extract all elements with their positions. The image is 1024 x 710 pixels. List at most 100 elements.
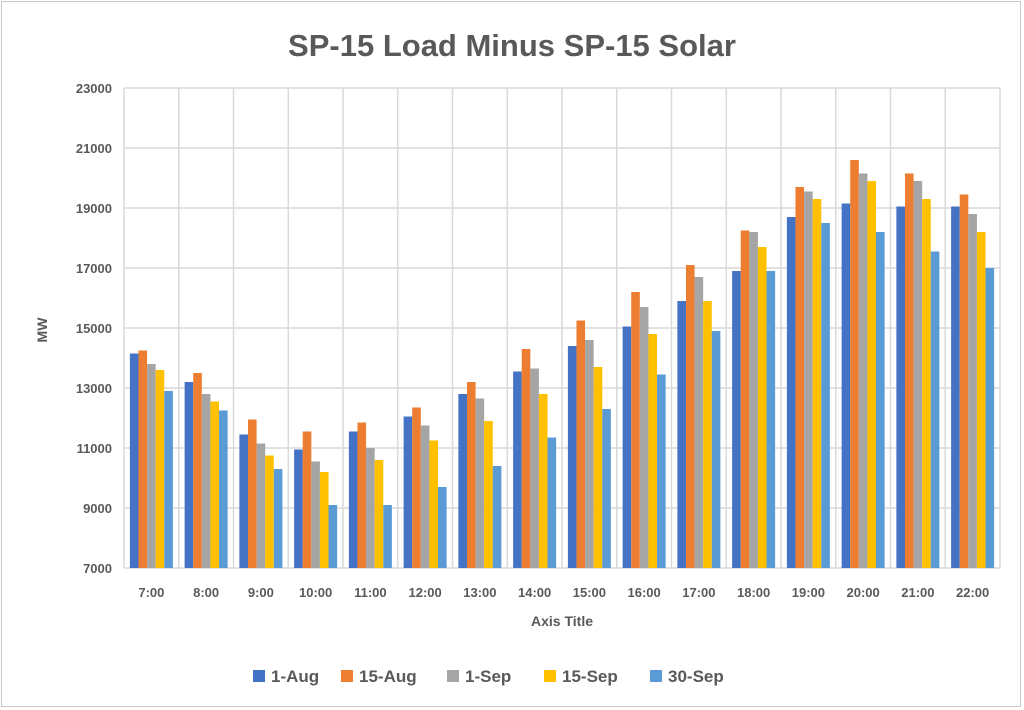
bar-15-Sep-21:00 <box>922 199 931 568</box>
bar-15-Aug-16:00 <box>631 292 640 568</box>
bar-1-Aug-17:00 <box>677 301 686 568</box>
bar-30-Sep-17:00 <box>711 331 721 568</box>
bar-15-Aug-20:00 <box>850 160 859 568</box>
bar-30-Sep-9:00 <box>273 469 283 568</box>
bar-1-Sep-8:00 <box>201 394 211 568</box>
bar-30-Sep-16:00 <box>657 374 666 568</box>
bar-15-Sep-20:00 <box>867 181 877 568</box>
y-tick-label: 17000 <box>76 261 112 276</box>
x-tick-label: 7:00 <box>138 585 164 600</box>
x-tick-label: 17:00 <box>682 585 715 600</box>
x-tick-label: 10:00 <box>299 585 332 600</box>
x-tick-label: 21:00 <box>901 585 934 600</box>
bar-15-Aug-18:00 <box>740 230 750 568</box>
bar-30-Sep-19:00 <box>821 223 830 568</box>
bar-1-Aug-13:00 <box>458 394 467 568</box>
legend-swatch <box>253 670 265 682</box>
bar-30-Sep-11:00 <box>383 505 392 568</box>
bar-30-Sep-20:00 <box>876 232 885 568</box>
bar-30-Sep-13:00 <box>492 466 502 568</box>
bar-15-Aug-9:00 <box>247 419 257 568</box>
bar-30-Sep-21:00 <box>930 251 940 568</box>
bar-1-Sep-20:00 <box>858 173 868 568</box>
bar-30-Sep-7:00 <box>164 391 173 568</box>
bar-15-Sep-14:00 <box>538 394 548 568</box>
bar-15-Sep-10:00 <box>319 472 329 568</box>
bar-1-Aug-8:00 <box>184 382 194 568</box>
bar-1-Sep-7:00 <box>147 364 156 568</box>
bar-15-Sep-7:00 <box>155 370 165 568</box>
y-tick-label: 21000 <box>76 141 112 156</box>
bar-1-Aug-10:00 <box>294 449 303 568</box>
bar-1-Aug-12:00 <box>403 416 413 568</box>
x-axis-title: Axis Title <box>531 613 593 629</box>
x-tick-label: 19:00 <box>792 585 825 600</box>
bar-15-Aug-15:00 <box>576 320 586 568</box>
bar-15-Sep-9:00 <box>265 455 274 568</box>
legend-label: 15-Sep <box>562 667 618 686</box>
bar-1-Aug-16:00 <box>622 326 632 568</box>
bar-15-Aug-14:00 <box>521 349 531 568</box>
y-tick-label: 19000 <box>76 201 112 216</box>
bar-1-Sep-16:00 <box>639 307 649 568</box>
legend-swatch <box>341 670 353 682</box>
bar-15-Sep-15:00 <box>593 367 603 568</box>
bar-15-Sep-12:00 <box>429 440 439 568</box>
bar-15-Sep-8:00 <box>210 401 220 568</box>
bar-15-Aug-19:00 <box>795 187 805 568</box>
bar-15-Aug-7:00 <box>138 350 148 568</box>
bar-15-Aug-8:00 <box>193 373 202 568</box>
legend-label: 15-Aug <box>359 667 417 686</box>
x-tick-label: 16:00 <box>628 585 661 600</box>
bar-30-Sep-12:00 <box>438 487 447 568</box>
bar-1-Sep-11:00 <box>366 448 375 568</box>
bar-15-Sep-19:00 <box>812 199 822 568</box>
bar-1-Aug-14:00 <box>513 371 522 568</box>
x-tick-label: 18:00 <box>737 585 770 600</box>
bar-1-Aug-20:00 <box>841 203 851 568</box>
bar-1-Sep-19:00 <box>804 191 813 568</box>
bar-1-Aug-11:00 <box>348 431 358 568</box>
bar-15-Sep-17:00 <box>703 301 712 568</box>
bar-15-Sep-22:00 <box>976 232 986 568</box>
bar-15-Aug-22:00 <box>959 194 969 568</box>
bar-1-Aug-22:00 <box>951 206 960 568</box>
legend-label: 30-Sep <box>668 667 724 686</box>
x-tick-label: 14:00 <box>518 585 551 600</box>
legend-label: 1-Sep <box>465 667 511 686</box>
bar-1-Sep-12:00 <box>420 425 430 568</box>
x-tick-label: 13:00 <box>463 585 496 600</box>
bar-1-Sep-13:00 <box>475 398 485 568</box>
bar-1-Aug-7:00 <box>129 353 139 568</box>
x-tick-label: 11:00 <box>354 585 387 600</box>
x-tick-label: 8:00 <box>193 585 219 600</box>
y-tick-label: 23000 <box>76 81 112 96</box>
bar-15-Aug-12:00 <box>412 407 421 568</box>
bar-1-Sep-14:00 <box>530 368 539 568</box>
bar-1-Aug-18:00 <box>732 271 741 568</box>
x-tick-label: 20:00 <box>847 585 880 600</box>
y-tick-label: 15000 <box>76 321 112 336</box>
bar-15-Sep-11:00 <box>374 460 384 568</box>
y-tick-label: 13000 <box>76 381 112 396</box>
x-tick-label: 15:00 <box>573 585 606 600</box>
legend-swatch <box>650 670 662 682</box>
bar-1-Aug-9:00 <box>239 434 248 568</box>
bar-1-Sep-15:00 <box>585 340 594 568</box>
bar-1-Sep-18:00 <box>749 232 758 568</box>
bar-15-Sep-18:00 <box>757 247 767 568</box>
bar-15-Aug-13:00 <box>466 382 476 568</box>
bar-15-Sep-16:00 <box>648 334 658 568</box>
bar-1-Sep-9:00 <box>256 443 266 568</box>
y-tick-label: 7000 <box>83 561 112 576</box>
bar-30-Sep-14:00 <box>547 437 557 568</box>
bar-15-Sep-13:00 <box>484 421 493 568</box>
y-tick-label: 9000 <box>83 501 112 516</box>
bar-1-Aug-21:00 <box>896 206 905 568</box>
bar-30-Sep-8:00 <box>219 410 228 568</box>
bar-15-Aug-10:00 <box>302 431 312 568</box>
bar-15-Aug-21:00 <box>904 173 914 568</box>
bar-1-Aug-19:00 <box>786 217 796 568</box>
